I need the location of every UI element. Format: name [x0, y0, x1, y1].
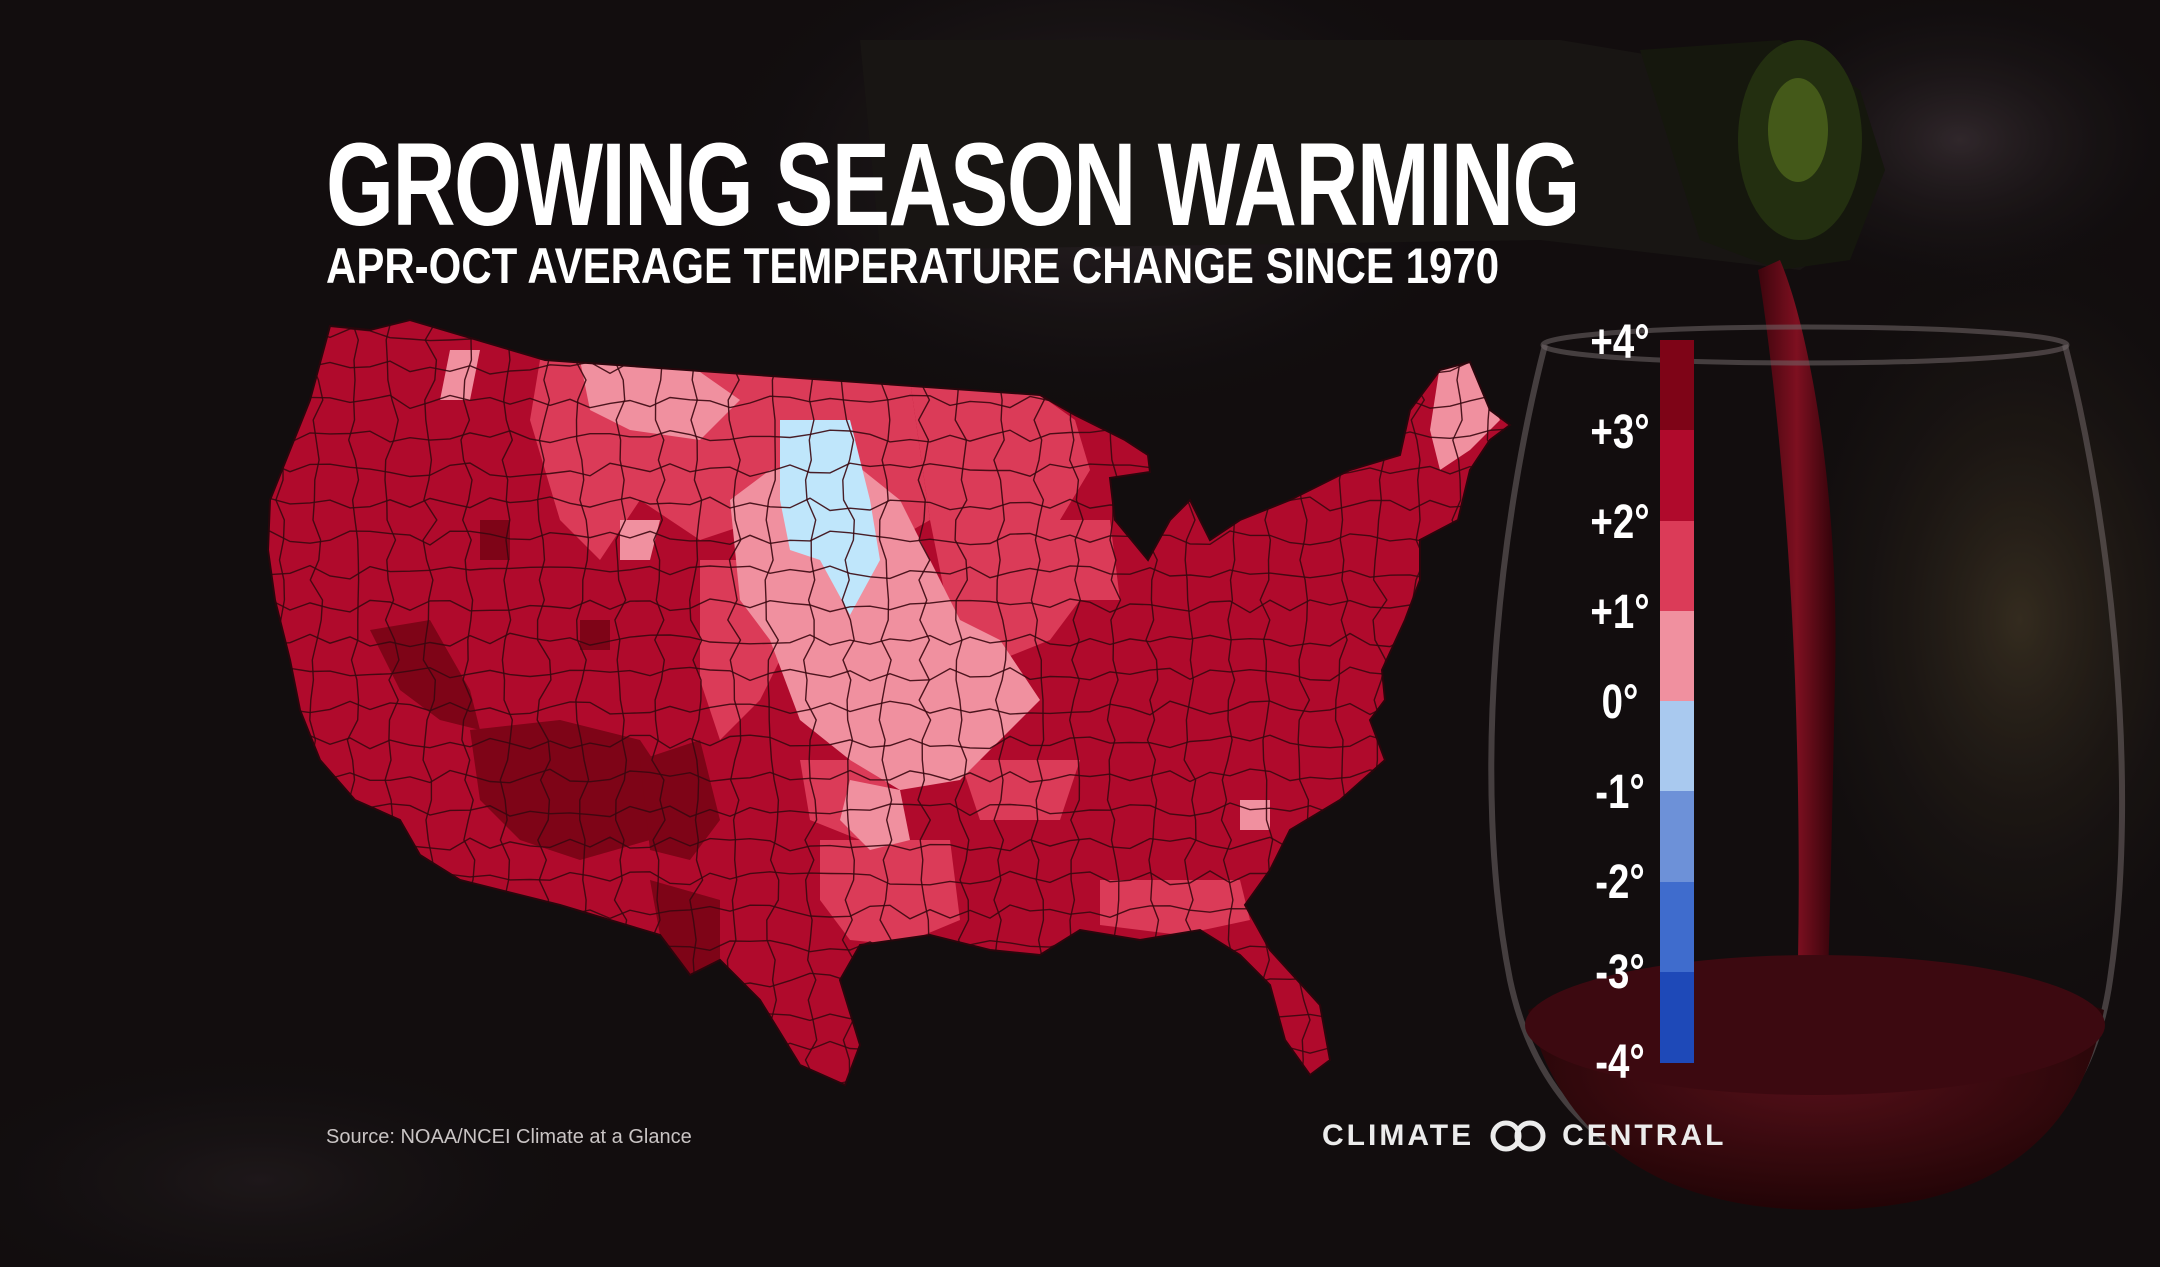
legend-segment [1660, 881, 1694, 973]
legend-label: -2° [1595, 856, 1645, 909]
region-arizona [470, 720, 680, 860]
legend-label: +1° [1590, 586, 1650, 639]
wine-stream [1758, 260, 1836, 1060]
wine-bottle-icon [860, 40, 1885, 270]
region-wyoming-pocket [620, 520, 660, 560]
region-idaho-pocket [480, 520, 510, 560]
source-text: Source: NOAA/NCEI Climate at a Glance [326, 1126, 692, 1148]
region-new-mexico [640, 740, 720, 860]
region-nevada-south [370, 620, 480, 730]
legend-segment [1660, 701, 1694, 792]
legend-segment [1660, 430, 1694, 521]
region-upper-midwest [910, 380, 1090, 660]
region-georgia-pocket [1240, 800, 1270, 830]
legend-label: +3° [1590, 406, 1650, 459]
legend-label: +4° [1590, 316, 1650, 369]
brand-right-text: CENTRAL [1562, 1119, 1727, 1152]
legend-label: +2° [1590, 496, 1650, 549]
legend-label: -4° [1595, 1036, 1645, 1089]
brand-left-text: CLIMATE [1322, 1119, 1475, 1152]
page-title: GROWING SEASON WARMING [326, 119, 1580, 251]
region-utah-pocket [580, 620, 610, 650]
region-oklahoma [840, 780, 910, 850]
region-texas-east [820, 840, 960, 945]
legend-segment [1660, 340, 1694, 431]
legend-segment [1660, 971, 1694, 1063]
climate-central-logo: CLIMATE CENTRAL [1322, 1114, 1726, 1158]
region-west-texas [650, 880, 720, 975]
region-dakotas-cooling [780, 420, 880, 615]
legend-label: -3° [1595, 946, 1645, 999]
legend-segment [1660, 520, 1694, 612]
legend-label: -1° [1595, 766, 1645, 819]
legend-color-bar [1660, 340, 1694, 1063]
legend-segment [1660, 610, 1694, 702]
climate-central-logo-icon [1490, 1120, 1546, 1152]
legend-segment [1660, 791, 1694, 882]
page-subtitle: APR-OCT AVERAGE TEMPERATURE CHANGE SINCE… [326, 238, 1500, 294]
region-montana-north [580, 360, 740, 440]
legend-label: 0° [1601, 676, 1639, 729]
